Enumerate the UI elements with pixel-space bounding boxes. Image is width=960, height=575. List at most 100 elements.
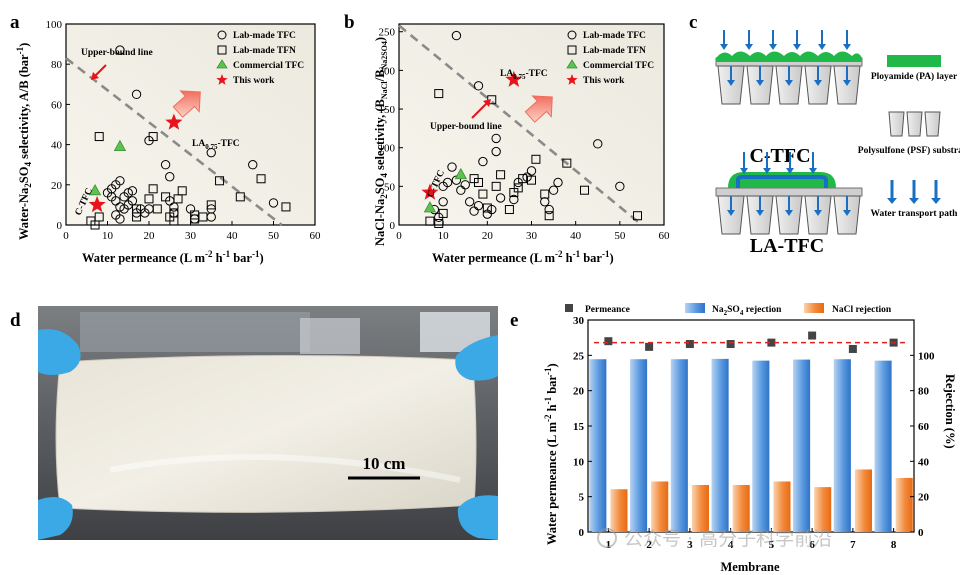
water-arrow-latfc-head — [740, 168, 748, 174]
bar-nacl-rejection — [773, 481, 791, 532]
annotation-arrowhead-a — [91, 72, 99, 80]
x-tick-label-a: 50 — [268, 230, 280, 242]
bar-nacl-rejection — [651, 481, 669, 532]
point-lab-tfn-b — [487, 95, 497, 105]
point-lab-tfc-a — [127, 186, 138, 196]
water-arrow-ctfc-out-head — [785, 80, 793, 86]
legend-marker-star-b — [566, 74, 578, 85]
y-axis-label-a: Water-Na2SO4 selectivity, A/B (bar-1) — [15, 43, 33, 240]
trend-arrow-b — [524, 95, 553, 123]
panel-d: d 10 cm — [10, 306, 498, 540]
x-tick-label-e: 6 — [809, 539, 815, 551]
y-tick-label-b: 50 — [384, 181, 396, 193]
point-lab-tfn-b — [518, 174, 528, 184]
y-tick-label-e-right: 20 — [918, 492, 930, 504]
y-tick-label-e-left: 15 — [573, 421, 585, 433]
membrane-reflection — [109, 454, 461, 483]
water-arrow-latfc-out-head — [843, 210, 851, 216]
panel-label-e: e — [510, 310, 518, 331]
latfc-support-bar — [715, 187, 863, 197]
bar-na2so4-rejection — [589, 359, 607, 532]
bar-nacl-rejection — [814, 487, 832, 532]
y-tick-label-e-left: 0 — [579, 527, 585, 539]
bar-na2so4-rejection — [874, 360, 892, 532]
x-tick-label-a: 60 — [310, 230, 322, 242]
bar-nacl-rejection — [610, 489, 628, 532]
y-tick-label-a: 0 — [57, 220, 63, 232]
panel-e: e Permeance Na2SO4 rejection NaCl reject… — [510, 303, 957, 574]
legend-label-this-work-a: This work — [233, 76, 275, 86]
x-tick-label-e: 4 — [728, 539, 734, 551]
point-lab-tfn-a — [90, 220, 100, 230]
point-lab-tfc-b — [473, 81, 484, 91]
legend-pa-swatch — [887, 55, 941, 67]
legend-marker-triangle-a — [216, 59, 228, 69]
y-tick-label-a: 60 — [51, 99, 63, 111]
panel-label-a: a — [10, 12, 20, 33]
point-lab-tfc-b — [438, 197, 448, 207]
water-arrow-ctfc-out-head — [727, 80, 735, 86]
legend-swatch-nacl — [804, 303, 824, 313]
ctfc-pa-layer — [716, 51, 862, 62]
point-lab-tfn-a — [161, 192, 171, 202]
legend-a: Lab-made TFC Lab-made TFN Commercial TFC… — [216, 30, 304, 86]
water-arrow-ctfc-head — [745, 44, 753, 50]
water-arrow-ctfc-head — [793, 44, 801, 50]
point-lab-tfn-a — [215, 176, 225, 186]
point-lab-tfc-b — [593, 139, 603, 149]
y-tick-label-e-right: 80 — [918, 386, 930, 398]
point-lab-tfc-b — [615, 181, 625, 192]
y-tick-label-e-right: 0 — [918, 527, 924, 539]
bar-na2so4-rejection — [630, 359, 648, 532]
panel-a: a 0 10 20 30 40 50 60 0 20 40 60 80 100 Upper-bound … — [10, 12, 321, 265]
y-tick-label-a: 100 — [46, 19, 63, 31]
point-lab-tfn-a — [235, 192, 245, 202]
y-axis-label-e-left: Water permeance (L m-2 h-1 bar-1) — [543, 363, 559, 545]
x-tick-label-a: 0 — [63, 230, 69, 242]
water-arrow-ctfc-head — [720, 44, 728, 50]
latfc-label: LA-TFC — [750, 235, 824, 257]
point-lab-tfn-b — [474, 177, 483, 187]
x-tick-label-e: 7 — [850, 539, 856, 551]
x-axis-label-b: Water permeance (L m-2 h-1 bar-1) — [432, 249, 614, 265]
point-lab-tfc-b — [548, 185, 559, 195]
x-tick-label-b: 20 — [482, 230, 494, 242]
point-lab-tfn-b — [496, 170, 506, 180]
x-tick-label-a: 30 — [185, 230, 197, 242]
point-lab-tfn-a — [198, 212, 208, 222]
point-lab-tfn-a — [148, 132, 158, 142]
bar-nacl-rejection — [691, 485, 709, 532]
point-lab-tfn-b — [425, 216, 435, 226]
membrane-sheet — [55, 354, 477, 513]
glove-top-left — [38, 329, 81, 375]
latfc-schematic: LA-TFC — [715, 152, 863, 257]
water-arrow-latfc-out-head — [756, 210, 764, 216]
point-permeance — [685, 340, 694, 349]
legend-marker-star-a — [216, 74, 228, 85]
y-tick-label-e-left: 25 — [573, 350, 585, 362]
plot-area-a — [65, 23, 316, 226]
point-lab-tfc-b — [491, 133, 501, 144]
upper-bound-label-b: Upper-bound line — [430, 122, 502, 132]
x-tick-label-e: 3 — [687, 539, 693, 551]
la-tfc-label-a: LA0.75-TFC — [192, 139, 240, 151]
point-lab-tfn-a — [169, 216, 179, 226]
legend-label-na2so4: Na2SO4 rejection — [712, 305, 782, 317]
legend-psf-pore — [924, 111, 941, 137]
legend-marker-square-b — [567, 45, 577, 55]
water-arrow-latfc-head — [809, 168, 817, 174]
point-lab-tfc-b — [544, 204, 554, 215]
point-lab-tfn-b — [540, 189, 550, 199]
bar-na2so4-rejection — [833, 359, 851, 532]
water-arrow-ctfc-head — [769, 44, 777, 50]
point-permeance — [604, 337, 613, 346]
legend-water-arrow-head — [931, 198, 941, 204]
legend-marker-circle-b — [567, 30, 577, 40]
point-permeance — [767, 338, 776, 347]
point-lab-tfn-b — [633, 211, 642, 221]
legend-water-arrow-head — [909, 198, 919, 204]
point-lab-tfn-b — [491, 181, 501, 191]
bar-na2so4-rejection — [752, 360, 770, 532]
point-lab-tfn-b — [434, 89, 444, 99]
legend-label-this-work-b: This work — [583, 76, 625, 86]
